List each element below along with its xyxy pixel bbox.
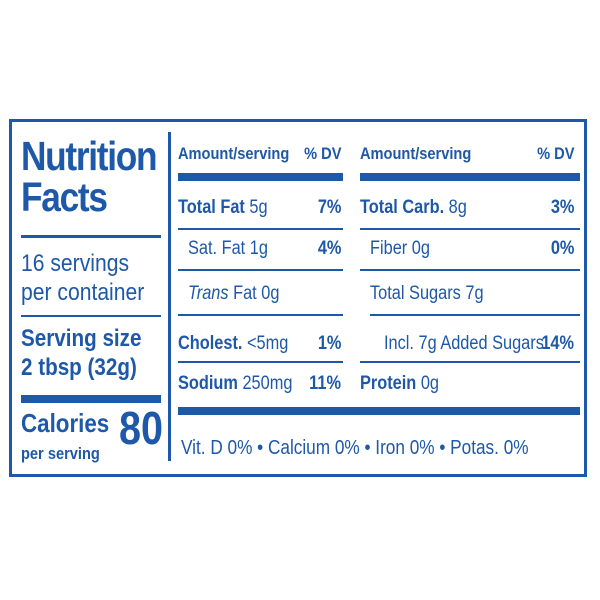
divider-servings	[21, 315, 161, 317]
cholesterol-amount: <5mg	[242, 333, 289, 354]
row-fiber: Fiber 0g	[370, 237, 430, 261]
added-sugars-dv: 14%	[541, 333, 574, 354]
sat-fat-label: Sat. Fat	[188, 238, 246, 259]
rule-right-1	[360, 228, 580, 230]
divider-title	[21, 235, 161, 238]
total-carb-dv: 3%	[550, 197, 574, 218]
row-total-fat: Total Fat 5g	[178, 196, 268, 220]
sat-fat-amount: 1g	[245, 238, 268, 259]
calories-sublabel: per serving	[21, 444, 100, 463]
rule-left-2	[178, 269, 343, 271]
row-cholesterol: Cholest. <5mg	[178, 332, 288, 356]
servings-per-container: 16 servings per container	[21, 249, 144, 307]
protein-amount: 0g	[416, 373, 440, 394]
total-carb-amount: 8g	[444, 197, 467, 218]
header-rule-right	[360, 173, 580, 181]
row-total-sugars: Total Sugars 7g	[370, 282, 484, 306]
total-fat-label: Total Fat	[178, 197, 245, 218]
rule-left-3	[178, 314, 343, 316]
divider-serving-size	[21, 395, 161, 403]
rule-left-4	[178, 361, 343, 363]
header-dv-left: % DV	[303, 144, 341, 163]
sodium-dv: 11%	[309, 373, 341, 394]
cholesterol-label: Cholest.	[178, 333, 243, 354]
trans-fat-label: Trans	[188, 283, 229, 304]
rule-left-1	[178, 228, 343, 230]
column-divider	[168, 132, 171, 461]
fiber-amount: 0g	[407, 238, 430, 259]
total-sugars-label: Total Sugars	[370, 283, 461, 304]
header-amount-left: Amount/serving	[178, 144, 290, 163]
protein-label: Protein	[360, 373, 417, 394]
calories-value: 80	[119, 402, 164, 454]
row-sat-fat: Sat. Fat 1g	[188, 237, 268, 261]
header-rule-left	[178, 173, 343, 181]
title-line-1: Nutrition	[21, 133, 158, 179]
sat-fat-dv: 4%	[317, 238, 341, 259]
nutrition-facts-title: Nutrition Facts	[21, 133, 158, 220]
serving-size-label: Serving size	[21, 325, 142, 352]
calories-label: Calories	[21, 408, 110, 438]
left-column: Nutrition Facts 16 servings per containe…	[12, 122, 164, 474]
nutrition-facts-panel: Nutrition Facts 16 servings per containe…	[9, 119, 587, 477]
fiber-label: Fiber	[370, 238, 408, 259]
added-sugars-label: Incl. 7g Added Sugars	[384, 333, 544, 354]
trans-fat-amount: Fat 0g	[228, 283, 280, 304]
row-sodium: Sodium 250mg	[178, 372, 292, 396]
row-protein: Protein 0g	[360, 372, 439, 396]
row-total-carb: Total Carb. 8g	[360, 196, 467, 220]
cholesterol-dv: 1%	[317, 333, 341, 354]
rule-right-3	[370, 314, 580, 316]
sodium-amount: 250mg	[237, 373, 293, 394]
row-trans-fat: Trans Fat 0g	[188, 282, 279, 306]
servings-line-1: 16 servings	[21, 250, 130, 277]
sodium-label: Sodium	[178, 373, 238, 394]
header-dv-right: % DV	[536, 144, 574, 163]
serving-size-value: 2 tbsp (32g)	[21, 354, 137, 381]
title-line-2: Facts	[21, 174, 108, 220]
vitamins-minerals-footer: Vit. D 0% • Calcium 0% • Iron 0% • Potas…	[181, 437, 529, 459]
rule-right-4	[360, 361, 580, 363]
rule-right-2	[360, 269, 580, 271]
fiber-dv: 0%	[550, 238, 574, 259]
header-amount-right: Amount/serving	[360, 144, 472, 163]
total-fat-amount: 5g	[244, 197, 268, 218]
row-added-sugars: Incl. 7g Added Sugars	[384, 332, 544, 356]
footer-rule	[178, 407, 580, 415]
total-sugars-amount: 7g	[460, 283, 484, 304]
total-carb-label: Total Carb.	[360, 197, 445, 218]
servings-line-2: per container	[21, 279, 145, 306]
serving-size: Serving size 2 tbsp (32g)	[21, 324, 141, 382]
total-fat-dv: 7%	[317, 197, 341, 218]
